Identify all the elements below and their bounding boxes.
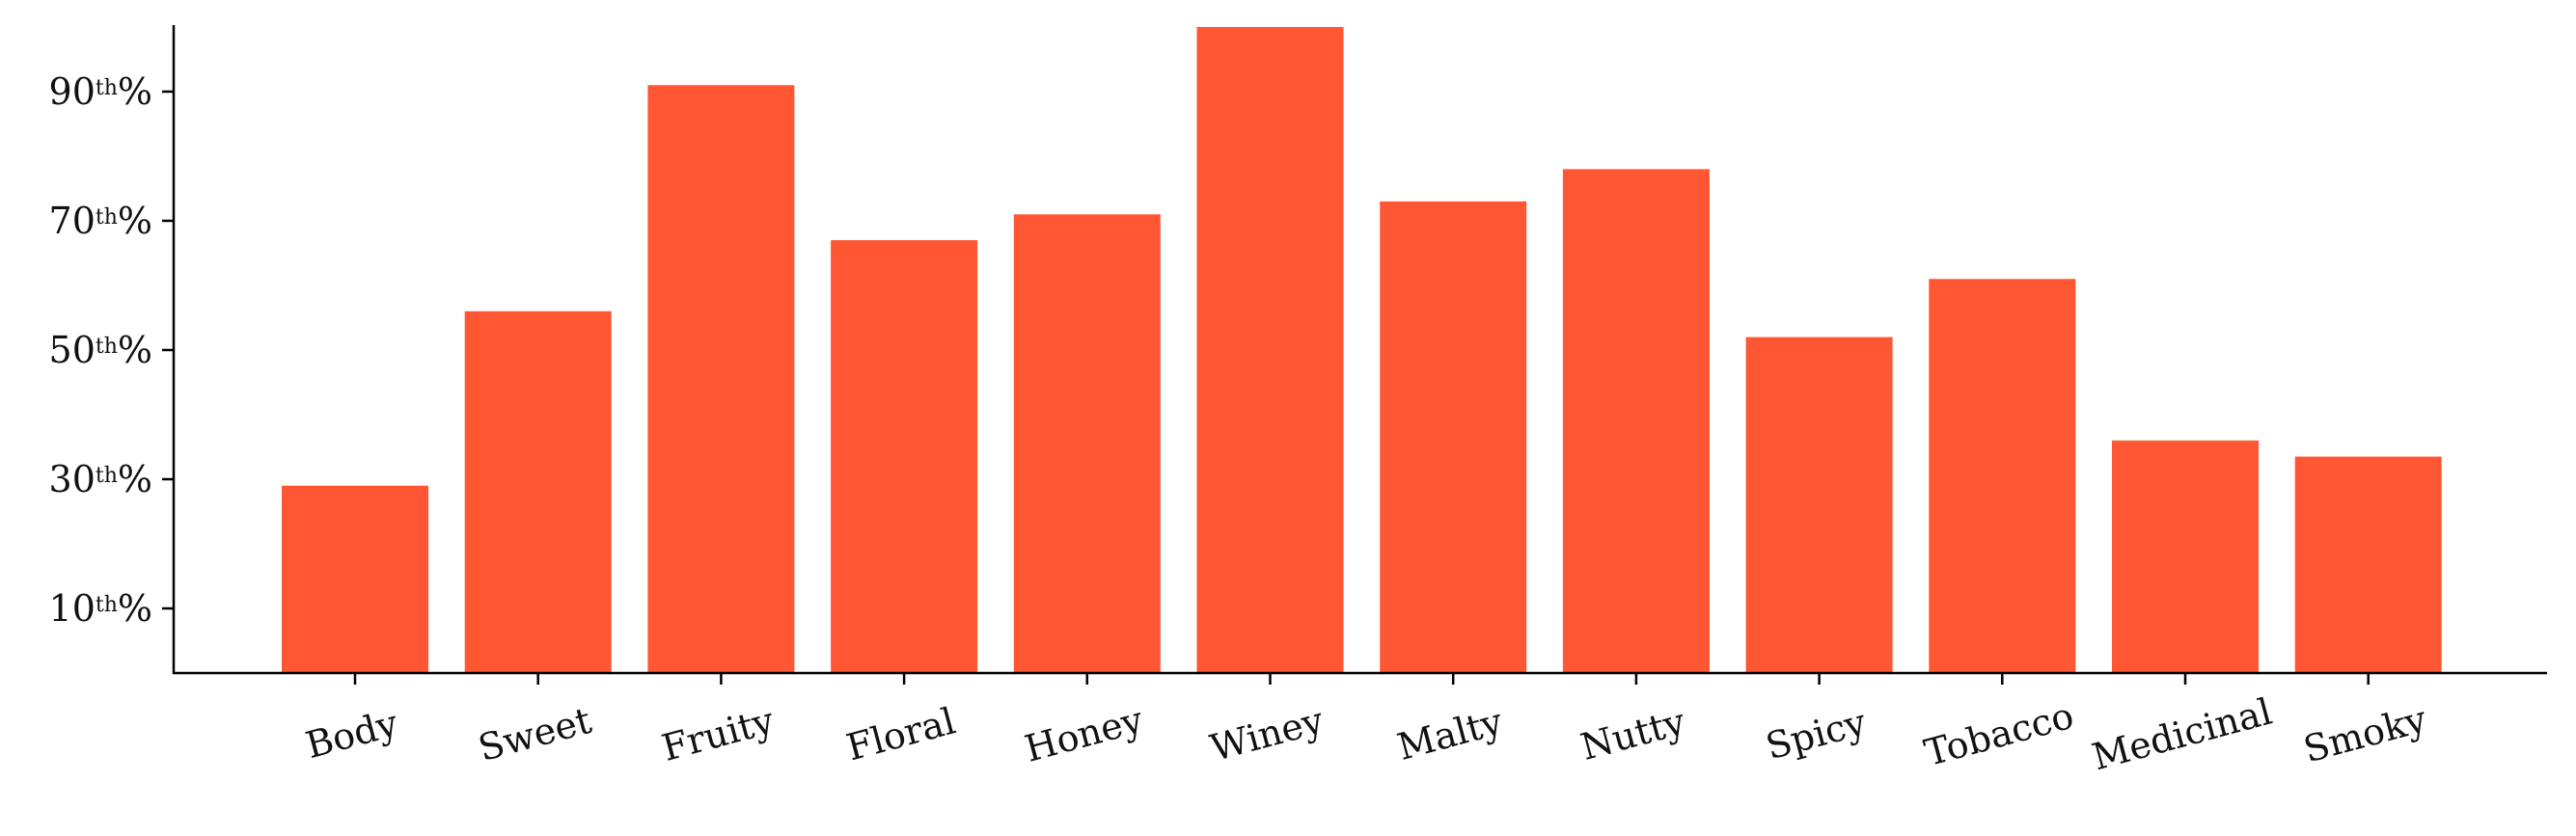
- y-tick-label: 70th%: [49, 200, 152, 242]
- bar-winey: [1196, 27, 1344, 673]
- y-tick-label: 30th%: [49, 458, 152, 500]
- x-tick-label-malty: Malty: [1393, 700, 1508, 769]
- x-tick-label-tobacco: Tobacco: [1920, 694, 2078, 774]
- bar-tobacco: [1929, 279, 2076, 673]
- y-tick-label: 50th%: [49, 329, 152, 371]
- bar-sweet: [464, 310, 612, 673]
- bar-medicinal: [2112, 440, 2259, 673]
- x-tick-label-spicy: Spicy: [1762, 700, 1872, 768]
- x-tick-label-sweet: Sweet: [474, 699, 595, 769]
- x-tick-label-winey: Winey: [1206, 699, 1329, 769]
- x-tick-label-body: Body: [301, 702, 402, 768]
- bar-malty: [1380, 201, 1527, 673]
- bar-spicy: [1745, 337, 1893, 673]
- x-tick-label-fruity: Fruity: [657, 699, 779, 769]
- axes-layer: [162, 25, 2547, 685]
- bar-floral: [831, 240, 978, 673]
- bar-honey: [1013, 214, 1161, 674]
- bar-smoky: [2294, 456, 2442, 673]
- x-tick-label-smoky: Smoky: [2299, 697, 2431, 770]
- y-tick-label: 10th%: [49, 587, 152, 630]
- bar-fruity: [647, 85, 795, 674]
- x-tick-label-nutty: Nutty: [1576, 700, 1690, 769]
- x-tick-label-honey: Honey: [1021, 698, 1148, 770]
- bar-body: [282, 485, 428, 673]
- bar-nutty: [1562, 169, 1710, 673]
- bars-layer: [282, 27, 2442, 674]
- x-tick-label-medicinal: Medicinal: [2088, 690, 2276, 779]
- x-tick-label-floral: Floral: [842, 699, 960, 769]
- y-tick-label: 90th%: [49, 70, 152, 113]
